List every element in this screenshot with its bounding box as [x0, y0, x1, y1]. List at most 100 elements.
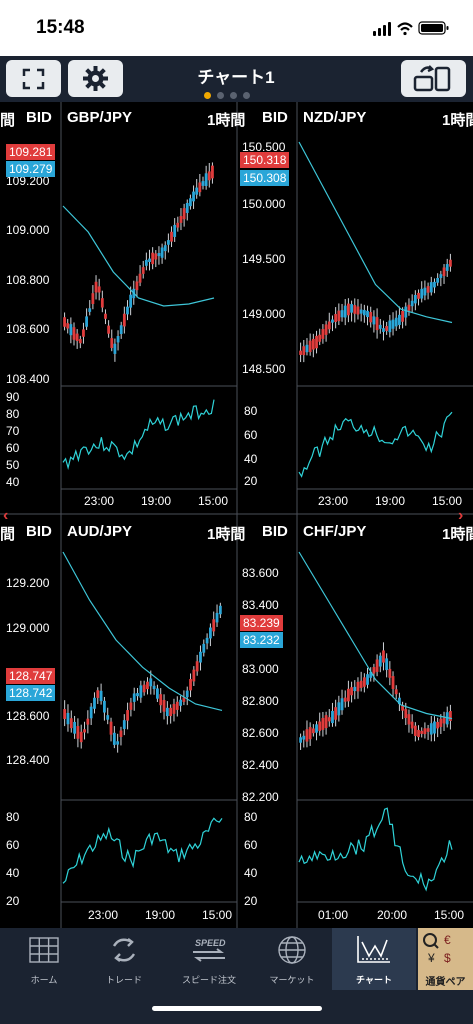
candle-body [324, 715, 328, 729]
candle-body [398, 314, 401, 325]
candle-body [119, 730, 123, 737]
candle-body [413, 725, 417, 736]
candle-body [449, 711, 452, 721]
tab-currency-pair[interactable]: € $ ¥ 通貨ペア [418, 928, 473, 990]
candle-body [327, 321, 331, 330]
home-indicator[interactable] [152, 1006, 322, 1011]
page-dot[interactable] [217, 92, 224, 99]
candle-body [315, 335, 318, 349]
candle-body [423, 728, 427, 735]
panel-timeframe[interactable]: 1時間 [442, 526, 473, 543]
candle-body [163, 245, 167, 252]
candle-body [198, 182, 202, 193]
candle-body [211, 165, 214, 179]
page-dot[interactable] [204, 92, 211, 99]
tab-label: ホーム [30, 975, 58, 985]
page-indicator[interactable] [204, 86, 256, 104]
osc-tick: 60 [6, 441, 20, 455]
candle-body [388, 668, 392, 678]
candle-body [429, 282, 433, 293]
candle-body [343, 305, 347, 318]
candle-body [404, 709, 408, 719]
price-tick: 108.600 [6, 322, 50, 336]
svg-text:¥: ¥ [427, 951, 435, 965]
tab-market[interactable]: マーケット [248, 928, 336, 990]
candle-body [305, 729, 309, 742]
candle-body [173, 224, 177, 237]
candle-body [426, 286, 430, 293]
tab-home[interactable]: ホーム [0, 928, 88, 990]
candle-body [401, 705, 404, 711]
candle-body [82, 329, 85, 337]
candle-body [359, 309, 363, 314]
status-icons [373, 20, 451, 41]
page-dot[interactable] [230, 92, 237, 99]
candle-body [78, 339, 82, 344]
price-tick: 82.200 [242, 790, 279, 804]
panel-timeframe[interactable]: 1時間 [207, 112, 246, 129]
chevron-left-icon[interactable]: ‹ [3, 507, 9, 524]
tab-chart[interactable]: チャート [332, 928, 416, 990]
panel-timeframe[interactable]: 1時間 [207, 526, 246, 543]
page-dot[interactable] [243, 92, 250, 99]
speed-icon: SPEED [193, 938, 226, 962]
candle-body [391, 319, 395, 329]
osc-tick: 40 [6, 475, 20, 489]
candle-body [75, 333, 79, 342]
candle-body [442, 267, 446, 277]
osc-tick: 90 [6, 390, 20, 404]
tab-label: トレード [105, 975, 142, 985]
candle-body [141, 267, 145, 274]
candle-body [100, 298, 104, 308]
candle-body [362, 677, 366, 687]
candle-body [302, 346, 306, 356]
settings-button[interactable] [68, 60, 123, 97]
candle-body [126, 306, 129, 315]
candle-body [340, 698, 344, 711]
osc-tick: 20 [6, 894, 20, 908]
candle-body [350, 304, 353, 313]
tab-trade[interactable]: トレード [80, 928, 168, 990]
candle-body [407, 304, 411, 311]
candle-body [199, 651, 202, 663]
candle-body [204, 173, 208, 187]
price-tick: 109.000 [6, 223, 50, 237]
tab-speed-order[interactable]: SPEED スピード注文 [165, 928, 253, 990]
candle-body [142, 684, 146, 693]
candle-body [375, 659, 379, 672]
grid-icon [29, 937, 59, 963]
candle-body [321, 717, 325, 730]
price-tick: 129.200 [6, 576, 50, 590]
candle-body [311, 338, 315, 350]
panel-timeframe[interactable]: 1時間 [442, 112, 473, 129]
candle-body [166, 240, 170, 245]
candle-body [369, 671, 373, 678]
price-tick: 82.800 [242, 694, 279, 708]
candle-body [398, 697, 401, 705]
candle-body [129, 702, 133, 710]
chevron-right-icon[interactable]: › [458, 507, 464, 524]
candle-body [189, 198, 192, 207]
expand-icon [22, 68, 45, 90]
candle-body [182, 208, 186, 220]
fullscreen-button[interactable] [6, 60, 61, 97]
price-tick: 149.000 [242, 307, 286, 321]
candle-body [334, 314, 338, 322]
candle-body [172, 703, 176, 714]
candle-body [103, 700, 106, 713]
candle-body [308, 340, 312, 353]
ask-price-badge: 150.318 [240, 152, 290, 168]
charts-canvas[interactable] [0, 102, 473, 928]
panel-pair-label: NZD/JPY [303, 109, 367, 126]
osc-tick: 80 [244, 404, 258, 418]
candle-body [356, 681, 360, 692]
moving-average-line [62, 205, 215, 307]
candle-body [179, 216, 183, 223]
candle-body [413, 294, 417, 304]
candle-body [192, 669, 196, 682]
rotate-layout-button[interactable] [401, 60, 466, 97]
candle-body [218, 605, 222, 615]
candle-body [202, 643, 206, 653]
candle-body [327, 717, 331, 722]
candle-body [315, 724, 318, 733]
